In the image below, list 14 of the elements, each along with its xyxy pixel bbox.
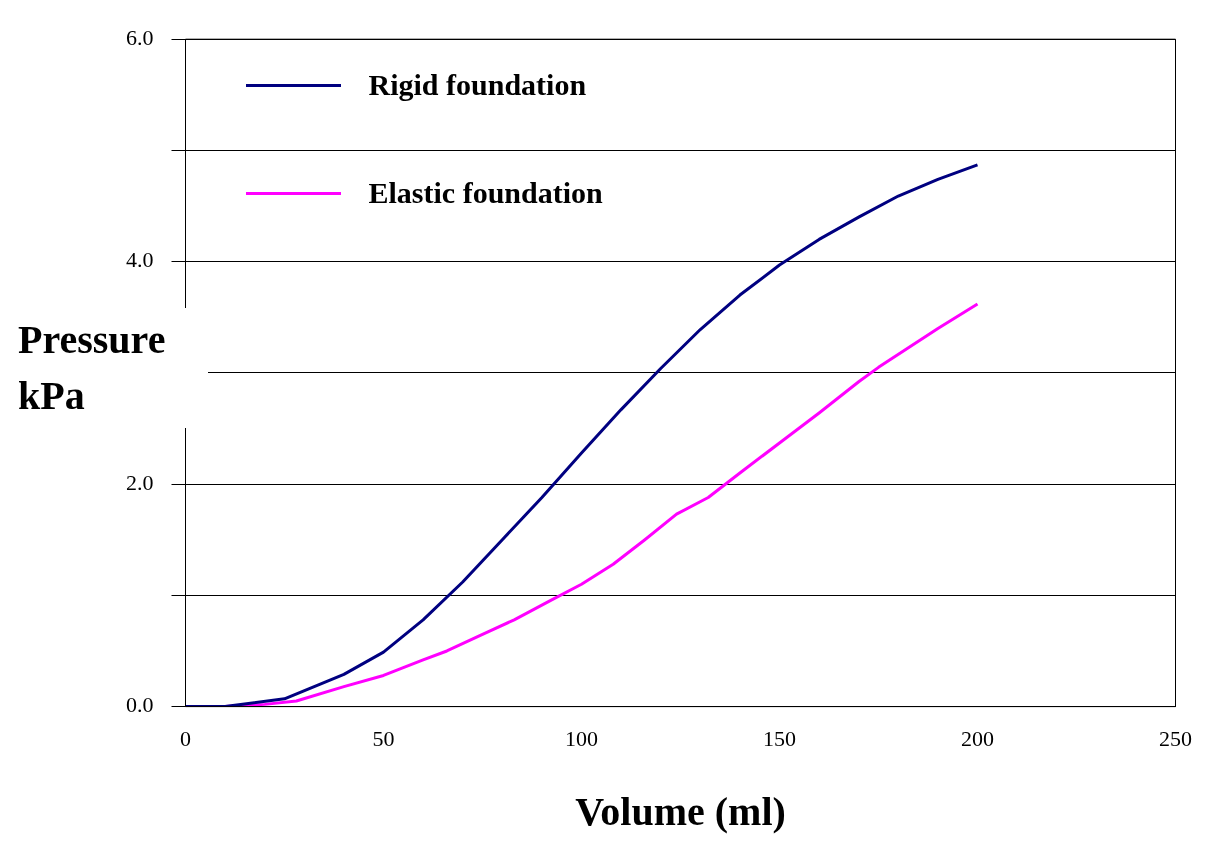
y-tick-label: 4.0 <box>126 247 154 273</box>
x-tick-label: 250 <box>1159 725 1192 751</box>
x-tick-label: 150 <box>763 725 796 751</box>
x-tick-label: 0 <box>180 725 191 751</box>
y-axis-title: Pressure kPa <box>18 308 208 428</box>
legend-label: Rigid foundation <box>368 68 587 103</box>
y-tick-label: 6.0 <box>126 24 154 50</box>
x-tick-label: 200 <box>961 725 994 751</box>
y-tick-label: 0.0 <box>126 692 154 718</box>
x-tick-label: 100 <box>565 725 598 751</box>
legend-label: Elastic foundation <box>368 176 603 211</box>
x-axis-title: Volume (ml) <box>575 789 786 835</box>
x-tick-label: 50 <box>372 725 395 751</box>
y-tick-label: 2.0 <box>126 469 154 495</box>
